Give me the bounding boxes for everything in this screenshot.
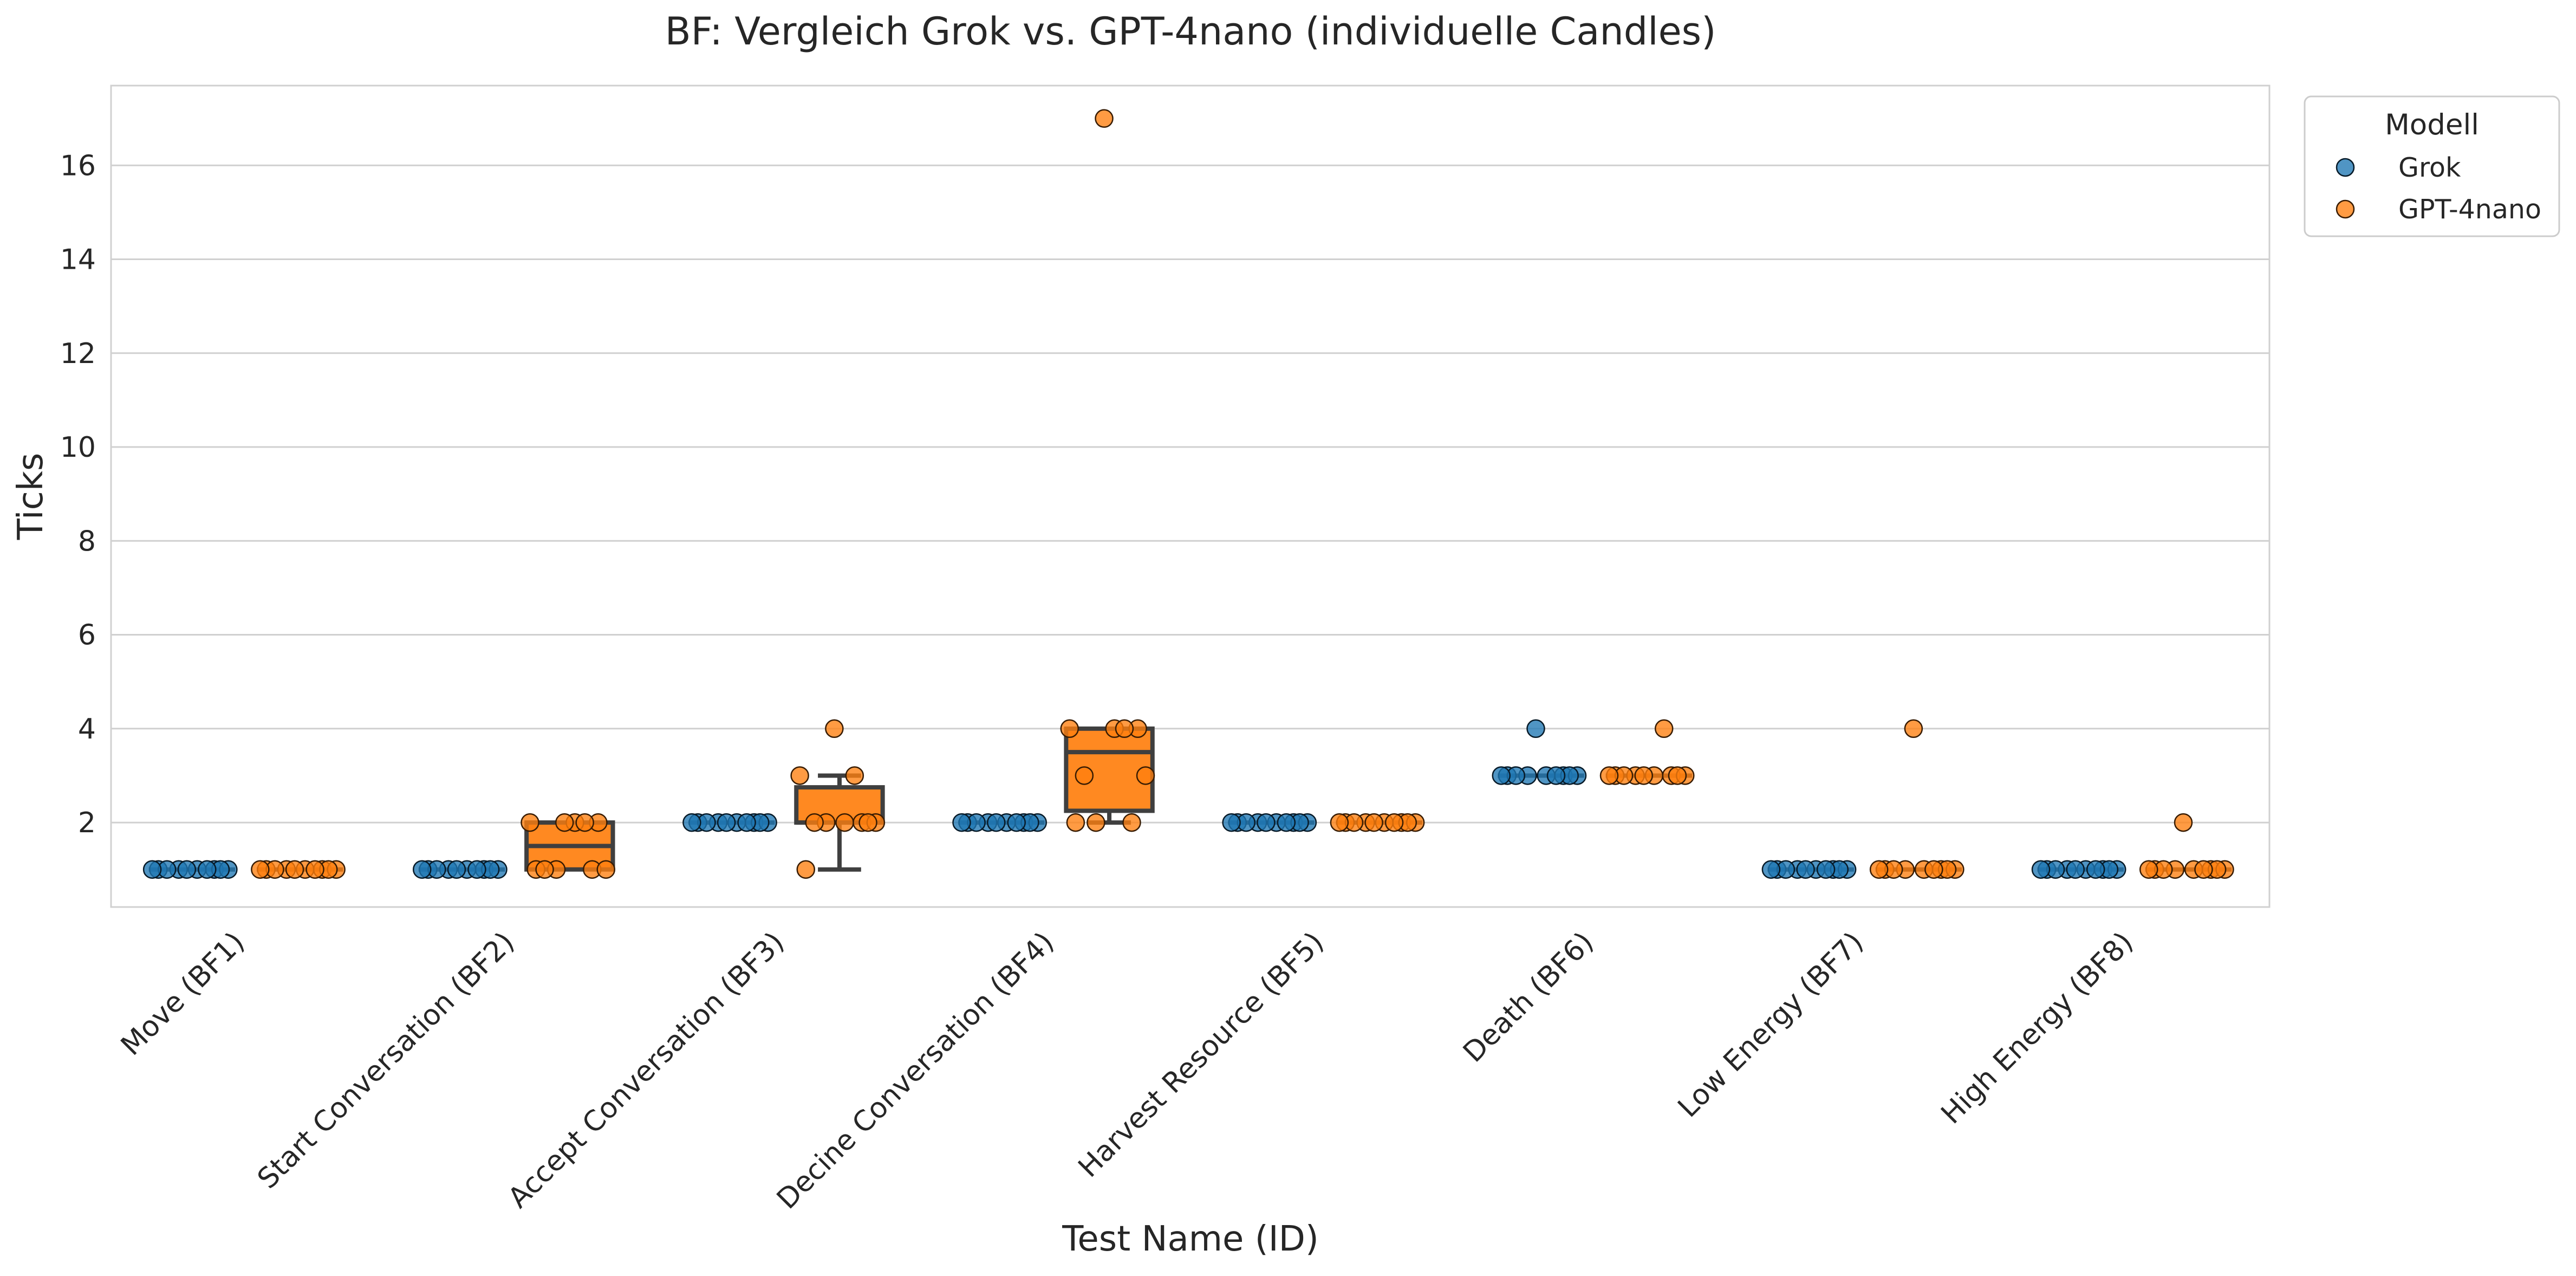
plot-area [110,85,2271,908]
data-point [858,813,877,832]
data-point [285,860,304,879]
data-point [1136,766,1155,785]
legend: Modell Grok GPT-4nano [2304,95,2560,237]
legend-title: Modell [2385,108,2479,141]
data-point [1087,813,1105,832]
data-point [1115,719,1134,739]
legend-item: GPT-4nano [2336,194,2541,225]
data-point [796,860,816,879]
data-point [2194,860,2213,879]
data-point [835,813,854,832]
data-point [1007,813,1026,832]
legend-items: Grok GPT-4nano [2336,152,2541,225]
data-point [2139,860,2158,879]
data-point [1761,860,1781,879]
data-point [845,766,864,785]
data-point [2031,860,2051,879]
data-point [805,813,824,832]
data-point [1277,813,1296,832]
data-point [682,813,701,832]
y-axis-label: Ticks [11,453,51,541]
data-point [1060,719,1079,739]
y-tick-label: 4 [78,713,96,746]
data-point [1654,719,1674,739]
data-point [305,860,324,879]
data-point [1924,860,1943,879]
data-point [198,860,217,879]
data-point [790,766,809,785]
y-tick-label: 6 [78,619,96,652]
legend-frame [2304,95,2560,237]
y-tick-label: 8 [78,525,96,558]
data-point [1796,860,1815,879]
data-point [2066,860,2085,879]
data-point [1095,109,1114,128]
data-point [1668,766,1687,785]
data-point [1546,766,1566,785]
data-point [467,860,486,879]
data-point [986,813,1006,832]
data-point [1066,813,1085,832]
data-point [825,719,844,739]
data-point [1122,813,1141,832]
data-point [1492,766,1511,785]
data-point [1869,860,1889,879]
data-point [521,813,539,832]
y-axis-ticks: 2 4 6 8 10 12 14 16 [60,150,96,839]
data-point [535,860,554,879]
data-point [1075,766,1094,785]
data-point [1384,813,1404,832]
legend-marker [2336,158,2355,177]
legend-label: GPT-4nano [2398,194,2541,225]
data-point [952,813,971,832]
data-point [1257,813,1276,832]
y-tick-label: 14 [60,244,96,276]
grid-lines [111,164,2269,824]
data-point [412,860,432,879]
data-point [575,813,594,832]
data-point [2174,813,2193,832]
data-point [1364,813,1383,832]
data-point [1816,860,1836,879]
y-tick-label: 2 [78,807,96,839]
data-point [1330,813,1349,832]
data-point [555,813,574,832]
y-tick-label: 10 [60,431,96,464]
chart-title: BF: Vergleich Grok vs. GPT-4nano (indivi… [665,9,1716,54]
y-tick-label: 12 [60,338,96,370]
data-point [1599,766,1619,785]
data-point [737,813,756,832]
data-point [1904,719,1923,739]
data-point [447,860,466,879]
data-point [1222,813,1241,832]
legend-marker [2336,199,2355,219]
data-point [251,860,270,879]
data-point [717,813,736,832]
data-point [596,860,616,879]
data-point [177,860,197,879]
legend-label: Grok [2398,152,2461,183]
y-tick-label: 16 [60,150,96,182]
data-point [142,860,162,879]
legend-item: Grok [2336,152,2461,183]
data-point [2086,860,2105,879]
data-points [142,109,2234,879]
plot-frame [110,85,2271,908]
data-point [1634,766,1653,785]
data-point [1526,719,1545,739]
x-axis-label: Test Name (ID) [1062,1219,1319,1259]
